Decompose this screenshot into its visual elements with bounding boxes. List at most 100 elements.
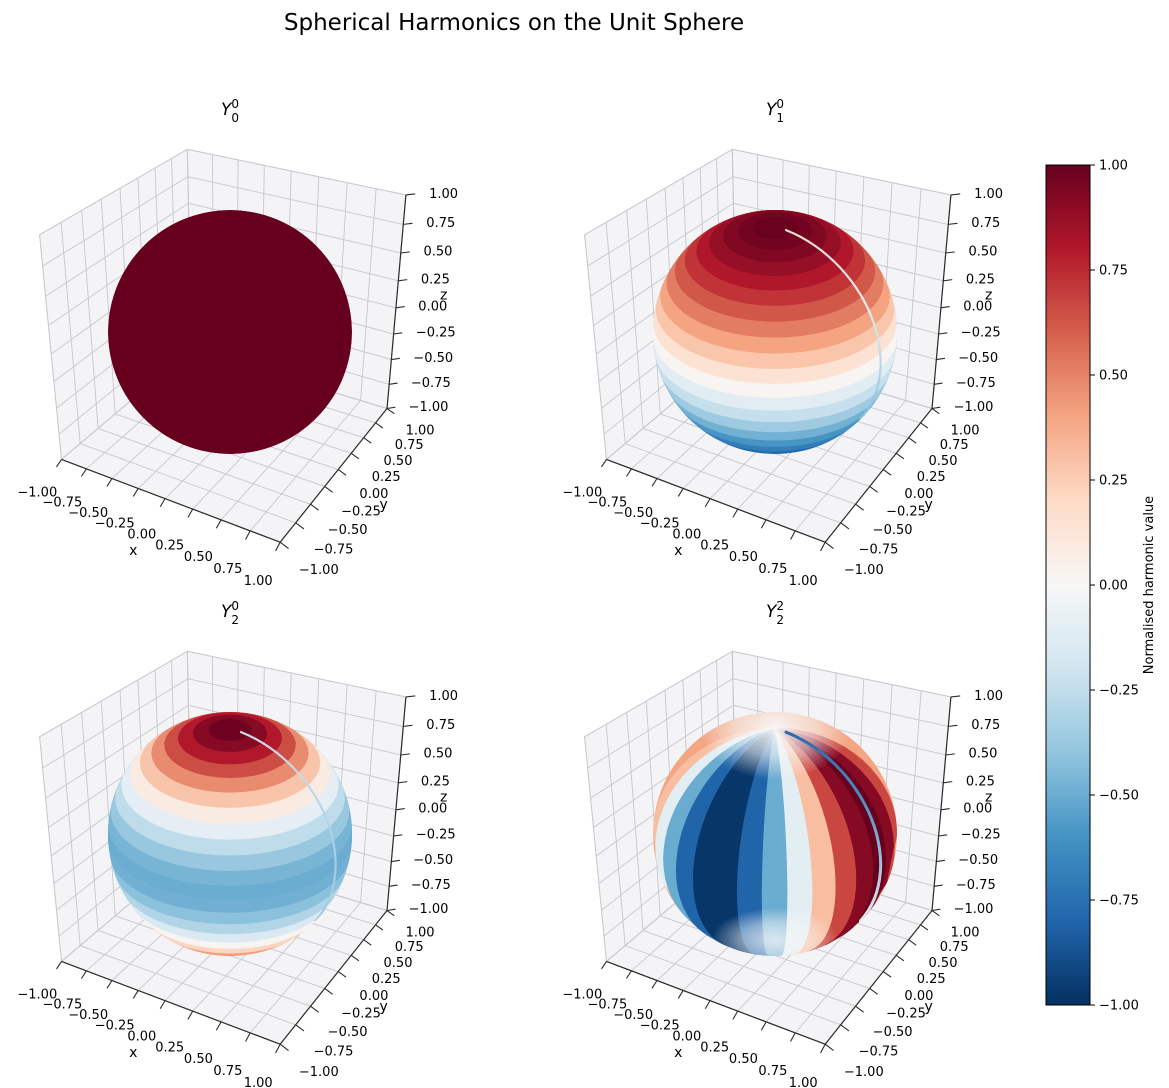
surface-seam	[239, 731, 337, 922]
z-tick	[393, 834, 403, 837]
z-tick-label: 0.75	[426, 718, 455, 733]
z-tick	[948, 222, 958, 225]
y-tick-label: −0.75	[859, 543, 899, 558]
surface-seam	[784, 730, 883, 923]
subplot-y22: −1.00−1.00−1.00−0.75−0.75−0.75−0.50−0.50…	[562, 599, 1003, 1088]
y-tick	[310, 503, 319, 511]
y-tick-label: −0.50	[328, 523, 368, 538]
y-tick	[840, 522, 850, 530]
subplot-title-y20: Y0 2	[221, 599, 239, 627]
x-tick	[820, 541, 826, 552]
z-tick	[389, 382, 398, 385]
x-tick	[275, 541, 281, 552]
x-tick	[55, 459, 62, 468]
z-tick-label: 0.25	[421, 774, 450, 789]
z-tick	[400, 753, 410, 756]
subplot-y10: −1.00−1.00−1.00−0.75−0.75−0.75−0.50−0.50…	[562, 97, 1003, 589]
sphere-surface-y20	[108, 712, 352, 956]
y-tick-label: 0.25	[372, 972, 401, 987]
x-tick-label: 0.00	[672, 527, 701, 542]
axis-spines	[61, 194, 407, 543]
z-tick-label: 0.00	[963, 801, 992, 816]
x-tick-label: 0.75	[758, 562, 787, 577]
x-tick	[159, 1000, 166, 1010]
z-tick	[950, 695, 961, 698]
tick-marks	[600, 695, 961, 1054]
z-tick-label: −1.00	[954, 902, 994, 917]
colorbar-tick-label: 0.50	[1099, 369, 1128, 384]
z-tick-label: 0.25	[966, 774, 995, 789]
x-tick-label: 1.00	[244, 1076, 273, 1088]
y-tick	[824, 541, 834, 550]
x-tick-label: −0.50	[613, 506, 653, 521]
y-tick-label: 0.75	[940, 438, 969, 453]
x-axis-label: x	[674, 1045, 682, 1061]
y-tick	[375, 422, 384, 429]
x-spine	[61, 458, 281, 543]
x-tick-label: −0.75	[587, 496, 627, 511]
z-tick-label: −1.00	[409, 400, 449, 415]
y-tick-label: −0.75	[314, 1045, 354, 1060]
x-tick	[80, 970, 87, 979]
z-tick-label: −0.25	[961, 828, 1001, 843]
y-tick-label: −0.25	[886, 505, 926, 520]
x-tick	[215, 519, 222, 529]
z-tick-label: 0.75	[426, 216, 455, 231]
subplot-grid: −1.00−1.00−1.00−0.75−0.75−0.75−0.50−0.50…	[17, 97, 1003, 1088]
z-tick	[945, 251, 955, 254]
x-tick-label: −0.50	[613, 1008, 653, 1023]
y-tick	[363, 939, 372, 946]
x-axis-label: x	[129, 1045, 137, 1061]
y-tick	[920, 924, 929, 931]
y-spine	[824, 910, 933, 1045]
colorbar-tick-label: −0.75	[1099, 894, 1139, 909]
z-spine	[931, 696, 952, 911]
z-tick-label: 0.50	[969, 747, 998, 762]
y-tick-label: 0.75	[940, 940, 969, 955]
x-tick	[651, 980, 658, 989]
y-spine	[824, 408, 933, 543]
y-tick-label: −1.00	[844, 563, 884, 578]
subplot-title-y22: Y2 2	[766, 599, 784, 627]
y-tick-label: 1.00	[951, 925, 980, 940]
y-tick-label: 0.00	[904, 989, 933, 1004]
y-tick	[895, 452, 905, 460]
z-spine	[931, 194, 952, 409]
y-tick-label: −0.75	[859, 1045, 899, 1060]
z-tick-label: 0.25	[966, 272, 995, 287]
y-tick-label: 0.75	[395, 438, 424, 453]
tick-marks	[55, 695, 416, 1054]
x-tick	[625, 468, 632, 477]
x-tick	[245, 1032, 251, 1042]
z-spine	[386, 194, 407, 409]
axis-letters: x y z	[674, 789, 992, 1061]
y-tick-label: 0.50	[929, 956, 958, 971]
z-tick	[386, 908, 396, 912]
z-tick-label: −0.50	[958, 351, 998, 366]
y-tick	[324, 988, 333, 995]
z-axis-label: z	[985, 287, 992, 303]
x-spine	[606, 960, 826, 1045]
x-tick-label: 0.75	[758, 1064, 787, 1079]
y-tick	[363, 437, 372, 444]
surface-seam	[784, 229, 882, 420]
colorbar: 1.00 0.75 0.50 0.25 0.00 −0.25 −0.50 −0.75 −1.00	[1045, 159, 1139, 1014]
x-tick-label: 0.50	[729, 1052, 758, 1067]
z-tick	[950, 193, 961, 196]
z-tick-label: −0.25	[961, 326, 1001, 341]
x-tick-label: 1.00	[789, 574, 818, 589]
y-tick	[337, 971, 347, 978]
x-tick	[187, 1010, 194, 1020]
x-tick-label: −0.25	[640, 1019, 680, 1034]
tick-labels: −1.00−1.00−1.00−0.75−0.75−0.75−0.50−0.50…	[562, 689, 1003, 1088]
x-tick-label: 0.25	[700, 539, 729, 554]
z-tick-label: 0.50	[424, 245, 453, 260]
y-tick-label: −1.00	[844, 1065, 884, 1080]
y-tick	[882, 469, 892, 476]
z-tick	[395, 808, 405, 811]
x-axis-label: x	[129, 543, 137, 559]
z-tick-label: −0.75	[956, 376, 996, 391]
z-tick	[400, 251, 410, 254]
x-tick	[732, 1010, 739, 1020]
